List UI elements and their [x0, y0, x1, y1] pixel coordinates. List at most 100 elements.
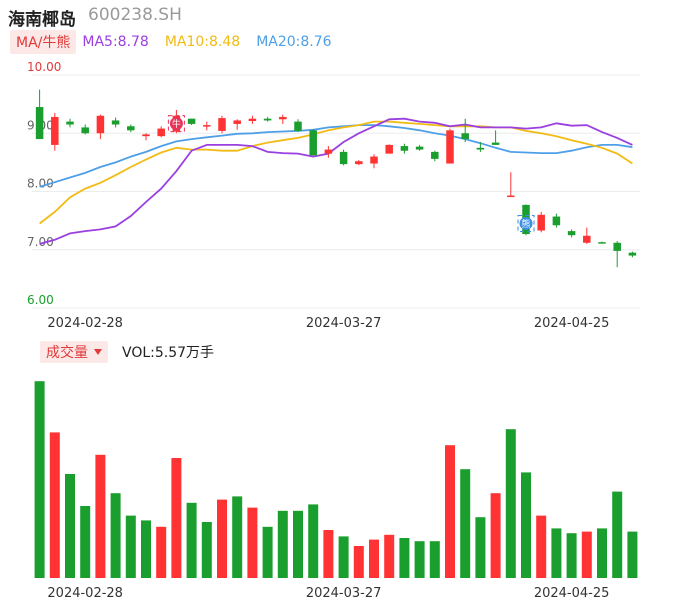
volume-bar — [247, 507, 258, 578]
volume-bar — [80, 506, 91, 578]
candle-body — [142, 134, 150, 137]
candle-body — [385, 144, 393, 154]
candle-body — [309, 130, 317, 156]
volume-bar — [429, 541, 440, 578]
volume-bar — [186, 502, 197, 578]
volume-bar — [338, 536, 349, 578]
candle-body — [279, 116, 287, 120]
candle-body — [552, 216, 561, 226]
volume-bar — [369, 539, 379, 578]
price-x-tick-label: 2024-04-25 — [534, 316, 610, 331]
volume-bar — [201, 522, 212, 578]
volume-button-label: 成交量 — [46, 345, 88, 361]
volume-bar — [293, 510, 303, 578]
volume-bar — [551, 528, 562, 578]
candle-body — [187, 118, 196, 124]
candle-body — [491, 142, 500, 145]
candle-body — [66, 121, 74, 125]
candle-body — [583, 235, 591, 243]
ma5-line — [39, 117, 633, 245]
volume-bar — [262, 526, 273, 578]
volume-bar — [125, 515, 136, 578]
candle-body — [157, 128, 165, 137]
volume-bar — [445, 445, 455, 578]
candle-body — [355, 161, 363, 165]
volume-bar — [521, 472, 531, 578]
volume-bar — [399, 538, 410, 578]
candle-body — [507, 195, 515, 198]
volume-legend: 成交量 VOL:5.57万手 — [40, 341, 215, 363]
ma10-line — [39, 120, 633, 225]
y-tick-label: 7.00 — [27, 235, 54, 249]
ma20-label: MA20:8.76 — [256, 34, 332, 50]
candle-body — [96, 115, 105, 134]
bear-marker-label: 熊 — [521, 218, 530, 230]
candle-body — [218, 118, 226, 131]
ma5-label: MA5:8.78 — [82, 34, 149, 50]
ma20-line — [39, 124, 633, 188]
candle-body — [628, 252, 637, 256]
candle-body — [446, 130, 454, 164]
volume-bar — [277, 510, 288, 578]
stock-name: 海南椰岛 — [8, 10, 76, 30]
volume-bar — [612, 491, 623, 578]
candle-body — [81, 127, 89, 134]
volume-bar — [110, 493, 121, 578]
candle-body — [339, 151, 348, 165]
bear-marker-icon — [519, 216, 533, 230]
candle-body — [476, 147, 485, 150]
candle-body — [370, 156, 378, 164]
volume-indicator-button[interactable]: 成交量 — [40, 341, 108, 363]
volume-bar — [597, 528, 607, 578]
volume-bar — [95, 454, 106, 578]
y-tick-label: 10.00 — [27, 60, 61, 74]
volume-bar — [308, 504, 319, 578]
candle-body — [537, 214, 545, 231]
ma10-label: MA10:8.48 — [164, 34, 241, 50]
bull-marker-frame — [167, 115, 185, 133]
bear-marker-frame — [517, 214, 535, 232]
volume-bar — [536, 515, 547, 578]
candle-body — [51, 116, 59, 145]
candle-body — [598, 242, 606, 244]
volume-bar — [581, 531, 592, 578]
volume-bar — [460, 469, 471, 578]
candle-body — [567, 231, 576, 236]
bull-marker-icon — [169, 117, 183, 131]
volume-bar — [217, 499, 227, 578]
volume-x-tick-label: 2024-03-27 — [306, 586, 382, 601]
volume-bar — [566, 533, 577, 578]
volume-bar — [627, 531, 638, 578]
volume-bar — [232, 496, 243, 578]
volume-bar — [49, 432, 60, 578]
volume-value: VOL:5.57万手 — [122, 345, 215, 361]
volume-x-tick-label: 2024-04-25 — [534, 586, 610, 601]
volume-bar — [171, 458, 182, 578]
price-x-tick-label: 2024-02-28 — [47, 316, 123, 331]
volume-bar — [65, 474, 75, 578]
volume-bar — [353, 546, 364, 578]
candle-body — [400, 146, 409, 151]
candle-body — [248, 118, 257, 122]
volume-bar — [384, 534, 395, 578]
volume-bar — [490, 493, 501, 578]
candle-body — [324, 149, 333, 154]
candle-body — [263, 118, 272, 121]
candle-body — [294, 121, 302, 131]
ma-indicator-button[interactable]: MA/牛熊 — [10, 30, 77, 54]
caret-down-icon — [94, 349, 102, 355]
candle-body — [461, 133, 469, 140]
y-tick-label: 6.00 — [27, 293, 54, 307]
price-x-tick-label: 2024-03-27 — [306, 316, 382, 331]
candle-body — [233, 120, 241, 124]
candle-body — [613, 242, 621, 251]
candle-body — [203, 125, 211, 127]
bull-marker-label: 牛 — [172, 118, 181, 130]
candle-body — [111, 120, 120, 125]
volume-bar — [505, 429, 516, 578]
volume-bar — [141, 520, 151, 578]
ma-legend: MA/牛熊 MA5:8.78 MA10:8.48 MA20:8.76 — [10, 30, 348, 54]
candle-body — [35, 107, 44, 140]
volume-bar — [475, 517, 486, 578]
